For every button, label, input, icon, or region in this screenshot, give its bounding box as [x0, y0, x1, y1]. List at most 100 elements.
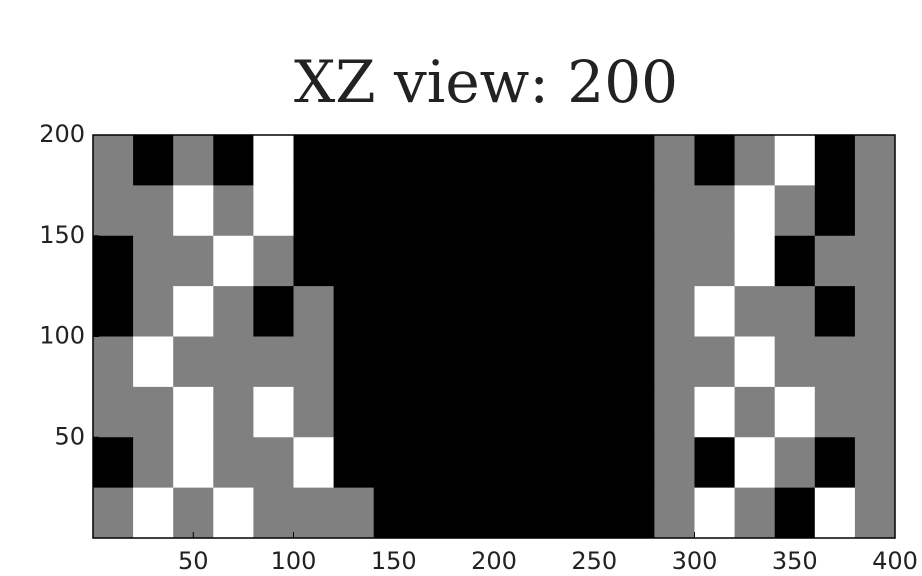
pixel-cell: [774, 336, 816, 388]
pixel-cell: [373, 235, 415, 287]
pixel-cell: [293, 437, 335, 489]
pixel-cell: [453, 135, 495, 186]
pixel-cell: [534, 336, 575, 388]
pixel-cell: [453, 286, 495, 337]
pixel-cell: [293, 336, 335, 388]
pixel-cell: [654, 386, 695, 438]
pixel-cell: [453, 185, 495, 237]
pixel-cell: [694, 135, 736, 186]
pixel-cell: [253, 336, 294, 388]
pixel-cell: [694, 185, 736, 237]
pixel-cell: [534, 286, 575, 337]
pixel-cell: [774, 437, 816, 489]
pixel-cell: [654, 437, 695, 489]
pixel-cell: [774, 487, 816, 539]
pixel-cell: [534, 386, 575, 438]
pixel-cell: [814, 386, 856, 438]
pixel-cell: [614, 286, 655, 337]
pixel-cell: [93, 185, 134, 237]
pixel-cell: [333, 336, 375, 388]
pixel-cell: [734, 135, 776, 186]
pixel-cell: [854, 336, 896, 388]
y-tick-label: 100: [39, 322, 85, 350]
pixel-cell: [413, 386, 455, 438]
pixel-cell: [854, 437, 896, 489]
pixel-cell: [93, 487, 134, 539]
y-tick-label: 200: [39, 120, 85, 148]
pixel-cell: [734, 185, 776, 237]
pixel-cell: [293, 185, 335, 237]
pixel-cell: [854, 185, 896, 237]
pixel-cell: [93, 286, 134, 337]
pixel-cell: [654, 135, 695, 186]
y-tick-label: 150: [39, 221, 85, 249]
image: [93, 135, 896, 539]
pixel-cell: [774, 135, 816, 186]
x-tick-label: 200: [471, 547, 517, 575]
pixel-cell: [494, 386, 535, 438]
pixel-cell: [453, 437, 495, 489]
pixel-cell: [814, 235, 856, 287]
pixel-cell: [93, 336, 134, 388]
pixel-cell: [494, 286, 535, 337]
pixel-cell: [734, 386, 776, 438]
pixel-cell: [413, 437, 455, 489]
pixel-cell: [413, 135, 455, 186]
pixel-cell: [213, 235, 254, 287]
pixel-cell: [133, 135, 174, 186]
pixel-cell: [213, 286, 254, 337]
x-tick-label: 50: [178, 547, 209, 575]
pixel-cell: [173, 235, 214, 287]
pixel-cell: [333, 235, 375, 287]
pixel-cell: [373, 336, 415, 388]
pixel-cell: [373, 185, 415, 237]
pixel-cell: [413, 235, 455, 287]
pixel-cell: [373, 386, 415, 438]
pixel-cell: [373, 286, 415, 337]
x-tick-label: 400: [872, 547, 918, 575]
pixel-cell: [413, 185, 455, 237]
pixel-cell: [173, 487, 214, 539]
pixel-cell: [814, 286, 856, 337]
x-tick-label: 250: [571, 547, 617, 575]
pixel-cell: [854, 135, 896, 186]
pixel-cell: [293, 487, 335, 539]
pixel-cell: [574, 135, 615, 186]
pixel-cell: [333, 386, 375, 438]
pixel-cell: [574, 487, 615, 539]
pixel-cell: [173, 185, 214, 237]
pixel-cell: [574, 286, 615, 337]
pixel-cell: [253, 235, 294, 287]
pixel-cell: [173, 437, 214, 489]
pixel-cell: [614, 185, 655, 237]
pixel-cell: [654, 487, 695, 539]
pixel-cell: [333, 135, 375, 186]
pixel-cell: [133, 235, 174, 287]
pixel-cell: [694, 286, 736, 337]
pixel-cell: [534, 185, 575, 237]
pixel-cell: [333, 185, 375, 237]
pixel-cell: [814, 487, 856, 539]
pixel-cell: [413, 336, 455, 388]
pixel-cell: [614, 487, 655, 539]
pixel-cell: [814, 135, 856, 186]
y-tick-label: 50: [54, 422, 85, 450]
pixel-cell: [574, 185, 615, 237]
pixel-cell: [494, 235, 535, 287]
pixel-cell: [213, 135, 254, 186]
pixel-cell: [574, 386, 615, 438]
pixel-cell: [293, 286, 335, 337]
pixel-cell: [173, 135, 214, 186]
pixel-cell: [614, 235, 655, 287]
pixel-cell: [734, 336, 776, 388]
pixel-cell: [574, 235, 615, 287]
pixel-cell: [854, 286, 896, 337]
pixel-cell: [173, 336, 214, 388]
pixel-cell: [654, 336, 695, 388]
pixel-cell: [253, 135, 294, 186]
pixel-cell: [333, 437, 375, 489]
pixel-cell: [654, 235, 695, 287]
pixel-cell: [534, 235, 575, 287]
pixel-cell: [494, 135, 535, 186]
